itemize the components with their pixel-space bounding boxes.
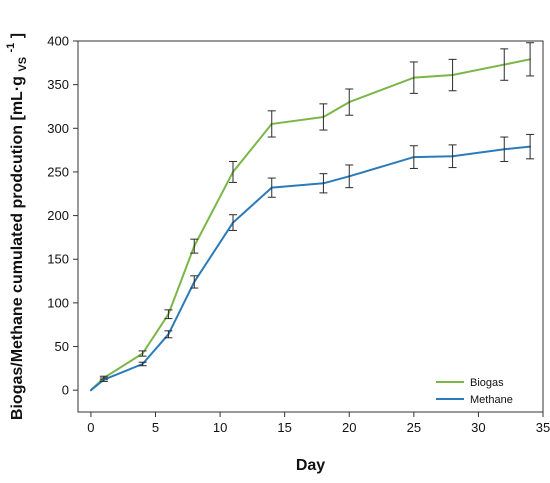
y-tick-label: 250 [47, 164, 69, 179]
methane-error-bar [345, 164, 354, 189]
y-axis-title-subscript: VS [17, 57, 29, 72]
methane-error-bar [267, 177, 276, 198]
series-layer [89, 42, 535, 392]
methane-error-bar [164, 330, 173, 339]
legend-label: Methane [470, 394, 513, 406]
y-tick-label: 400 [47, 34, 69, 49]
biogas-error-bar [319, 103, 328, 131]
biogas-error-bar [164, 309, 173, 320]
methane-line [89, 145, 532, 392]
methane-series [89, 133, 535, 392]
y-axis: 0 50 100 150 200 250 300 350 400 [47, 34, 78, 398]
methane-error-bar [409, 145, 418, 169]
x-tick-label: 25 [407, 420, 421, 435]
biogas-series [89, 42, 535, 392]
methane-error-bar [229, 214, 237, 231]
biogas-line [89, 58, 532, 392]
methane-error-bar [138, 361, 147, 367]
x-tick-label: 0 [87, 420, 94, 435]
plot-frame [77, 40, 544, 413]
y-tick-label: 150 [47, 252, 69, 267]
biogas-error-bar [345, 88, 354, 116]
x-tick-label: 5 [152, 420, 159, 435]
y-axis-title-superscript: -1 [5, 43, 17, 53]
biogas-error-bar [409, 61, 418, 94]
x-tick-label: 10 [213, 420, 227, 435]
legend-label: Biogas [470, 377, 504, 389]
y-axis-title-prefix: Biogas/Methane cumulated prodcution [mL·… [9, 76, 26, 420]
legend-item-biogas: Biogas [436, 377, 504, 389]
x-axis: 0 5 10 15 20 25 30 35 [87, 412, 550, 435]
methane-error-bar [448, 144, 457, 169]
methane-error-bar [190, 275, 199, 289]
biogas-error-bar [138, 350, 147, 357]
biogas-error-bar [229, 160, 237, 183]
x-tick-label: 30 [471, 420, 485, 435]
y-axis-title-suffix: ] [9, 33, 26, 38]
y-tick-label: 0 [62, 383, 69, 398]
y-tick-label: 300 [47, 121, 69, 136]
x-axis-title: Day [296, 457, 325, 474]
biogas-error-bar [267, 110, 276, 138]
methane-error-bar [500, 136, 509, 162]
biogas-error-bar [500, 48, 509, 81]
x-tick-label: 15 [277, 420, 291, 435]
biogas-error-bar [448, 58, 457, 92]
methane-error-bar [526, 133, 535, 160]
x-tick-label: 20 [342, 420, 356, 435]
y-tick-label: 200 [47, 208, 69, 223]
methane-error-bar [319, 173, 328, 194]
y-tick-label: 50 [55, 339, 69, 354]
y-tick-label: 350 [47, 77, 69, 92]
y-tick-label: 100 [47, 295, 69, 310]
x-tick-label: 35 [536, 420, 550, 435]
y-axis-title: Biogas/Methane cumulated prodcution [mL·… [1, 33, 30, 420]
legend-item-methane: Methane [436, 394, 513, 406]
methane-error-bar [99, 377, 108, 382]
biogas-error-bar [526, 42, 535, 77]
legend: Biogas Methane [436, 377, 513, 406]
biogas-error-bar [190, 238, 199, 254]
